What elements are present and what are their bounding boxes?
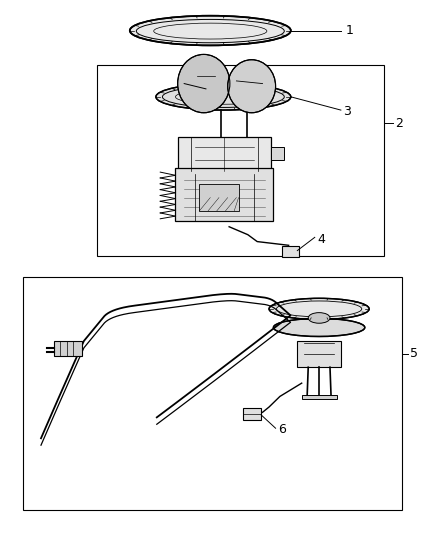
- Bar: [297, 341, 341, 367]
- Text: 3: 3: [343, 104, 351, 118]
- Text: 4: 4: [317, 233, 325, 246]
- Ellipse shape: [130, 15, 291, 45]
- Ellipse shape: [178, 54, 230, 113]
- Bar: [282, 246, 299, 257]
- Bar: [176, 168, 273, 221]
- Bar: [97, 65, 385, 256]
- Ellipse shape: [273, 318, 365, 336]
- Text: 6: 6: [278, 423, 286, 437]
- Ellipse shape: [308, 313, 330, 323]
- Ellipse shape: [156, 84, 291, 110]
- Bar: [302, 395, 336, 399]
- Bar: [178, 136, 271, 171]
- Bar: [243, 408, 261, 420]
- Text: 5: 5: [410, 348, 418, 360]
- Bar: [23, 277, 402, 511]
- Bar: [53, 341, 82, 356]
- Bar: [199, 184, 239, 211]
- Text: 1: 1: [345, 24, 353, 37]
- Ellipse shape: [228, 60, 276, 113]
- Bar: [271, 147, 284, 160]
- Ellipse shape: [269, 298, 369, 319]
- Text: 2: 2: [395, 117, 403, 130]
